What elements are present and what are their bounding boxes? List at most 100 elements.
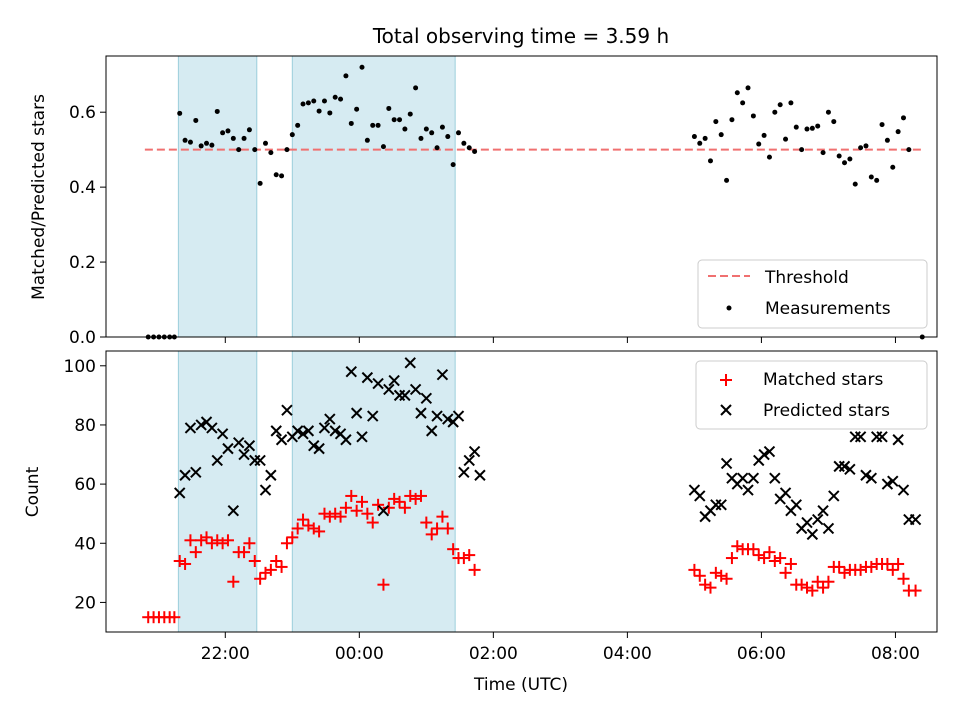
matched-stars-point [329,507,342,520]
matched-stars-point [270,555,283,568]
matched-stars-point [334,510,347,523]
predicted-stars-point [340,434,352,446]
measurement-point [847,156,853,162]
matched-stars-point [436,510,449,523]
measurement-point [750,113,756,119]
measurement-point [295,122,301,128]
measurement-point [193,117,199,123]
predicted-stars-point [179,469,191,481]
matched-stars-point [393,495,406,508]
matched-stars-point [318,507,331,520]
predicted-stars-point [313,442,325,455]
predicted-stars-point [881,478,894,490]
matched-stars-point [372,498,385,511]
measurement-point [472,149,478,155]
matched-stars-point [817,581,830,594]
measurement-point [375,122,381,128]
predicted-stars-point [222,442,234,455]
matched-stars-point [420,516,433,529]
predicted-stars-point [431,410,443,422]
measurement-point [809,125,815,131]
matched-stars-point [774,552,787,565]
measurement-point [252,147,258,153]
measurement-point [879,122,885,128]
predicted-stars-point [442,413,454,425]
measurement-point [466,145,472,151]
matched-stars-point [307,522,320,535]
measurement-point [187,139,193,145]
predicted-stars-point [474,469,486,481]
matched-stars-point [259,566,272,579]
measurement-point [370,122,376,128]
measurement-point [691,134,697,140]
matched-stars-point [731,540,744,553]
predicted-stars-point [420,392,433,405]
measurement-point [697,140,703,146]
matched-stars-point [709,566,722,579]
predicted-stars-point [238,448,250,461]
measurement-point [236,147,242,153]
bottom-y-axis: 20 40 60 80 100 [64,357,106,613]
matched-stars-point [699,578,712,591]
top-shaded-intervals [177,55,456,338]
matched-stars-point [768,555,781,568]
legend-matched-swatch [720,374,732,386]
top-measurements [145,64,925,340]
predicted-stars-point [302,425,315,437]
predicted-stars-point [356,431,368,443]
predicted-stars-point [452,410,465,422]
matched-stars-point [463,549,476,562]
measurement-point [397,117,403,123]
bottom-x-axis: 22:00 00:00 02:00 04:00 06:00 08:00 [201,632,920,664]
predicted-stars-point [232,436,245,449]
predicted-stars-point [854,431,867,443]
measurement-point [423,126,429,132]
matched-stars-point [747,543,760,556]
x-tick-label: 22:00 [201,644,250,664]
measurement-point [305,100,311,106]
predicted-stars-point [174,487,186,499]
measurement-point [321,98,327,104]
y-tick-label: 0.6 [69,103,96,123]
predicted-stars-point [887,475,899,487]
matched-stars-point [179,557,192,570]
measurement-point [777,102,783,108]
measurement-point [718,132,724,138]
measurement-point [445,134,451,140]
y-tick-label: 40 [74,534,96,554]
x-tick-label: 02:00 [469,644,518,664]
predicted-stars-point [790,499,802,511]
matched-stars-point [909,584,922,597]
matched-stars-point [441,522,454,535]
measurement-point [300,101,306,107]
measurement-point [289,132,295,138]
measurement-point [766,154,772,160]
predicted-stars-point [377,505,390,517]
matched-stars-point [200,531,213,544]
predicted-stars-point [779,487,792,499]
measurement-point [434,145,440,151]
measurement-point [745,85,751,91]
predicted-stars-point [243,439,256,452]
predicted-stars-point [227,505,240,517]
measurement-point [836,153,842,159]
predicted-stars-point [909,513,922,526]
predicted-stars-point [844,463,856,476]
x-tick-label: 00:00 [335,644,384,664]
predicted-stars-point [876,431,888,443]
matched-stars-point [302,519,315,532]
top-plot-frame [105,55,938,338]
measurement-point [890,164,896,170]
measurement-point [842,160,848,166]
measurement-point [225,128,231,134]
predicted-stars-point [897,484,910,496]
measurement-point [815,123,821,129]
legend-threshold-label: Threshold [764,268,849,288]
predicted-stars-point [308,439,320,452]
matched-stars-point [838,566,851,579]
measurement-point [868,174,874,180]
measurement-point [230,135,236,141]
predicted-stars-point [211,454,223,467]
matched-stars-point [468,563,481,576]
measurement-point [825,109,831,115]
